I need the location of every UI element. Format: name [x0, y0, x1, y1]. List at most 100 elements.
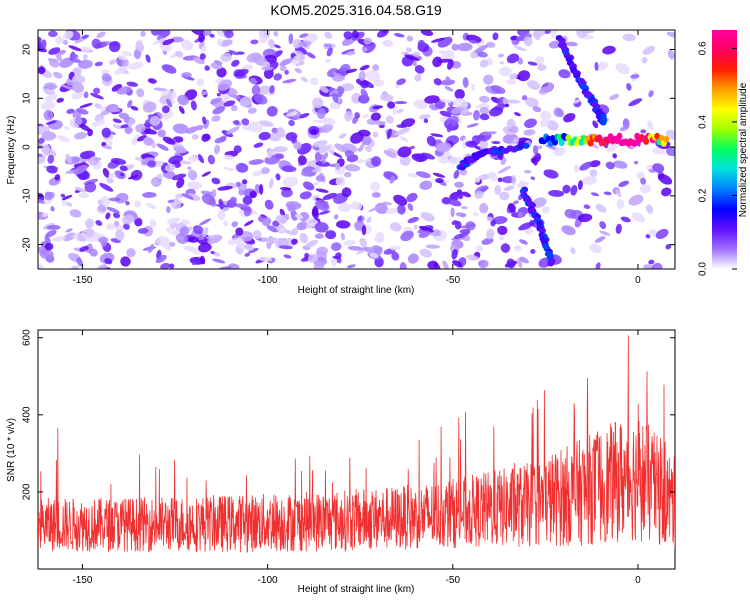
heatmap-cell	[105, 212, 111, 220]
heatmap-cell	[313, 140, 328, 148]
heatmap-cell	[46, 224, 61, 230]
heatmap-cell	[212, 258, 226, 264]
heatmap-cell	[347, 245, 364, 251]
heatmap-cell	[538, 86, 550, 95]
heatmap-cell	[149, 219, 157, 228]
heatmap-cell	[60, 193, 66, 198]
heatmap-cell	[274, 44, 281, 49]
heatmap-cell	[215, 203, 229, 208]
heatmap-cell	[473, 212, 479, 217]
heatmap-cell	[84, 218, 94, 229]
heatmap-cell	[414, 73, 422, 82]
heatmap-cell	[217, 209, 226, 221]
heatmap-cell	[309, 77, 319, 86]
heatmap-cell	[134, 217, 143, 227]
heatmap-cell	[332, 92, 339, 103]
heatmap-cell	[396, 124, 407, 129]
heatmap-cell	[334, 162, 341, 170]
heatmap-cell	[371, 156, 382, 167]
heatmap-cell	[164, 163, 176, 172]
heatmap-cell	[166, 205, 171, 214]
heatmap-cell	[126, 248, 136, 258]
heatmap-cell	[413, 224, 418, 230]
heatmap-cell	[219, 39, 233, 47]
heatmap-cell	[299, 112, 310, 119]
heatmap-cell	[122, 214, 135, 225]
heatmap-cell	[497, 177, 503, 183]
heatmap-cell	[168, 241, 176, 247]
x-tick-label: -50	[446, 275, 461, 286]
heatmap-cell	[462, 77, 469, 88]
heatmap-cell	[142, 101, 157, 113]
heatmap-cell	[418, 225, 434, 233]
heatmap-cell	[618, 180, 630, 187]
heatmap-cell	[534, 56, 545, 66]
heatmap-cell	[498, 235, 505, 241]
heatmap-feature-cell	[538, 227, 546, 234]
heatmap-cell	[506, 258, 516, 269]
heatmap-cell	[419, 180, 433, 190]
heatmap-cell	[201, 45, 207, 53]
heatmap-cell	[319, 85, 329, 93]
heatmap-cell	[315, 145, 330, 155]
heatmap-cell	[364, 158, 371, 163]
heatmap-cell	[564, 208, 577, 219]
heatmap-cell	[40, 39, 47, 51]
heatmap-cell	[341, 82, 355, 92]
heatmap-cell	[579, 161, 593, 171]
heatmap-cell	[94, 41, 109, 49]
heatmap-cell	[38, 198, 46, 205]
heatmap-cell	[302, 181, 315, 191]
heatmap-cell	[524, 118, 537, 129]
heatmap-cell	[94, 103, 102, 109]
heatmap-cell	[499, 191, 510, 201]
heatmap-feature-cell	[558, 139, 565, 147]
heatmap-cell	[119, 165, 128, 172]
heatmap-cell	[519, 256, 529, 264]
heatmap-cell	[396, 78, 406, 86]
heatmap-cell	[404, 54, 420, 61]
heatmap-cell	[226, 126, 240, 135]
heatmap-cell	[269, 85, 275, 94]
heatmap-cell	[492, 216, 508, 225]
spectrogram-y-label: Frequency (Hz)	[6, 116, 17, 185]
heatmap-cell	[65, 153, 72, 164]
heatmap-cell	[120, 124, 129, 129]
heatmap-cell	[652, 147, 666, 155]
heatmap-cell	[43, 88, 56, 96]
heatmap-cell	[399, 262, 407, 269]
heatmap-cell	[319, 153, 326, 165]
heatmap-cell	[476, 51, 488, 58]
heatmap-cell	[264, 199, 274, 210]
heatmap-cell	[512, 200, 520, 205]
snr-y-label: SNR (10 * v/v)	[6, 418, 17, 482]
heatmap-feature-cell	[517, 143, 525, 150]
heatmap-cell	[249, 190, 257, 199]
heatmap-cell	[200, 90, 208, 96]
heatmap-cell	[72, 232, 89, 242]
heatmap-cell	[257, 256, 273, 262]
heatmap-cell	[418, 230, 430, 239]
heatmap-cell	[407, 216, 419, 224]
heatmap-cell	[589, 243, 602, 254]
heatmap-cell	[444, 86, 454, 92]
heatmap-cell	[282, 176, 299, 187]
heatmap-cell	[238, 189, 245, 196]
heatmap-cell	[305, 239, 319, 248]
heatmap-cell	[124, 126, 133, 135]
heatmap-cell	[563, 113, 576, 123]
snr-panel: -150 -100 -50 0 200 400 600 Height of straigh…	[6, 329, 676, 595]
heatmap-cell	[131, 137, 138, 146]
heatmap-cell	[179, 160, 192, 165]
heatmap-cell	[190, 30, 206, 36]
heatmap-cell	[282, 78, 297, 84]
heatmap-cell	[455, 212, 466, 217]
heatmap-cell	[482, 74, 494, 85]
heatmap-cell	[576, 30, 589, 38]
heatmap-cell	[636, 171, 645, 180]
heatmap-cell	[310, 129, 318, 135]
heatmap-cell	[368, 205, 384, 212]
heatmap-cell	[46, 165, 58, 174]
heatmap-cell	[362, 47, 368, 52]
heatmap-cell	[47, 154, 55, 164]
